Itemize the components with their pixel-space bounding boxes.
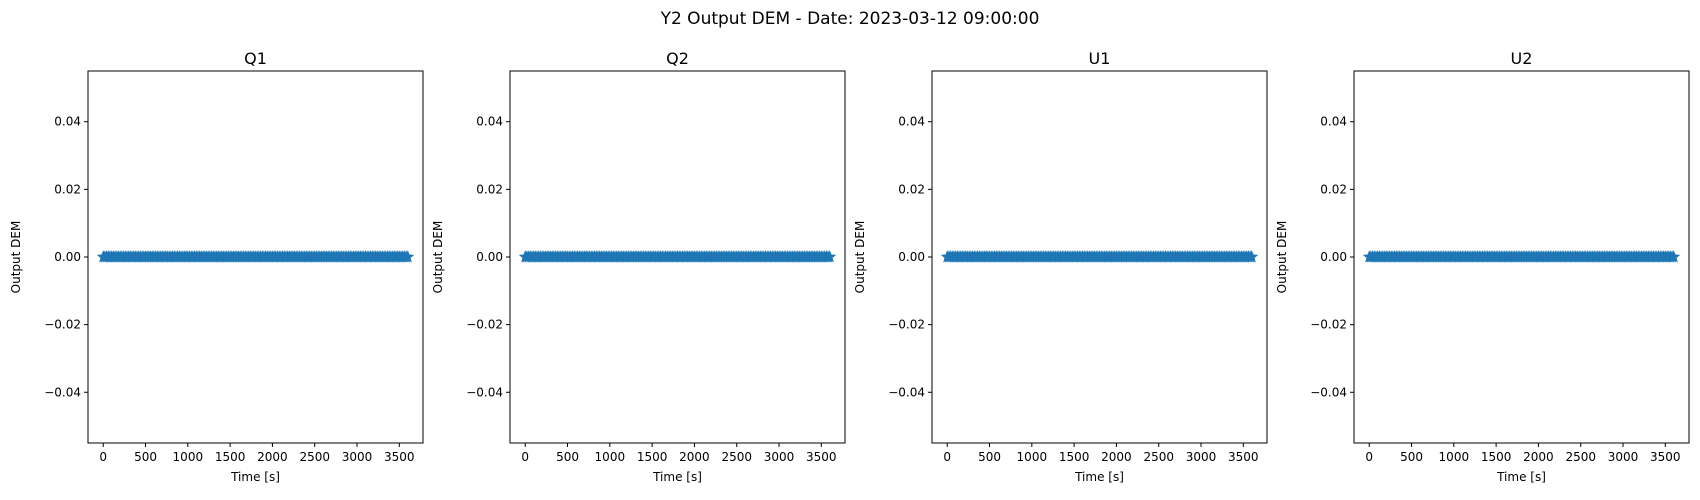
subplot-title: Q2 (666, 49, 689, 68)
y-tick-label: 0.00 (1320, 250, 1347, 264)
data-point (823, 250, 837, 263)
y-tick-label: 0.02 (1320, 182, 1347, 196)
y-tick-label: −0.04 (1310, 385, 1347, 399)
subplot-title: U1 (1089, 49, 1111, 68)
y-tick-label: 0.02 (476, 182, 503, 196)
subplot-q2: Q2 0 500 1000 1500 2000 2500 3000 3500 −0.04 −0.02… (431, 49, 846, 484)
y-tick-label: 0.04 (1320, 115, 1347, 129)
x-tick-label: 500 (978, 450, 1001, 464)
x-tick-label: 500 (134, 450, 157, 464)
x-tick-label: 1000 (1017, 450, 1048, 464)
y-tick-label: 0.00 (476, 250, 503, 264)
y-axis-label: Output DEM (9, 221, 23, 294)
x-tick-label: 3000 (1186, 450, 1217, 464)
y-axis-label: Output DEM (431, 221, 445, 294)
y-tick-label: −0.02 (466, 318, 503, 332)
data-point (1667, 250, 1681, 263)
series-points (96, 250, 415, 263)
x-tick-label: 2500 (1565, 450, 1596, 464)
y-tick-label: −0.04 (44, 385, 81, 399)
x-tick-label: 1500 (1481, 450, 1512, 464)
x-tick-label: 3500 (1228, 450, 1259, 464)
x-axis-label: Time [s] (1496, 470, 1546, 484)
y-tick-label: −0.02 (1310, 318, 1347, 332)
x-tick-label: 3000 (1608, 450, 1639, 464)
y-tick-label: 0.00 (898, 250, 925, 264)
x-tick-label: 3500 (384, 450, 415, 464)
x-axis-label: Time [s] (652, 470, 702, 484)
y-axis-label: Output DEM (853, 221, 867, 294)
x-tick-label: 2000 (1101, 450, 1132, 464)
subplot-q1: Q1 0 500 1000 1500 2000 2500 3000 3500 −0.04 −0.02… (9, 49, 424, 484)
y-tick-label: 0.02 (898, 182, 925, 196)
y-tick-label: 0.04 (476, 115, 503, 129)
x-tick-label: 1000 (595, 450, 626, 464)
y-tick-label: −0.02 (44, 318, 81, 332)
subplot-u2: U2 0 500 1000 1500 2000 2500 3000 3500 −0.04 −0.02… (1275, 49, 1690, 484)
data-point (401, 250, 415, 263)
x-tick-label: 2500 (299, 450, 330, 464)
x-tick-label: 1000 (1439, 450, 1470, 464)
subplot-title: U2 (1511, 49, 1533, 68)
x-axis-label: Time [s] (1074, 470, 1124, 484)
subplots: Q1 0 500 1000 1500 2000 2500 3000 3500 −0.04 −0.02… (9, 49, 1690, 484)
y-tick-label: 0.04 (54, 115, 81, 129)
x-tick-label: 2000 (257, 450, 288, 464)
x-tick-label: 3000 (764, 450, 795, 464)
x-tick-label: 1500 (1059, 450, 1090, 464)
y-tick-label: −0.04 (466, 385, 503, 399)
y-tick-label: 0.04 (898, 115, 925, 129)
x-tick-label: 500 (1400, 450, 1423, 464)
subplot-title: Q1 (244, 49, 267, 68)
x-tick-label: 0 (521, 450, 529, 464)
x-tick-label: 0 (943, 450, 951, 464)
series-points (518, 250, 837, 263)
data-point (1245, 250, 1259, 263)
x-tick-label: 1500 (637, 450, 668, 464)
x-tick-label: 2500 (721, 450, 752, 464)
x-tick-label: 3500 (1650, 450, 1681, 464)
figure-title: Y2 Output DEM - Date: 2023-03-12 09:00:0… (660, 9, 1040, 29)
y-tick-label: −0.02 (888, 318, 925, 332)
series-points (1362, 250, 1681, 263)
y-tick-label: 0.02 (54, 182, 81, 196)
x-tick-label: 1500 (215, 450, 246, 464)
x-tick-label: 2500 (1143, 450, 1174, 464)
y-tick-label: −0.04 (888, 385, 925, 399)
x-tick-label: 1000 (173, 450, 204, 464)
y-axis-label: Output DEM (1275, 221, 1289, 294)
x-tick-label: 0 (99, 450, 107, 464)
x-tick-label: 3500 (806, 450, 837, 464)
x-tick-label: 500 (556, 450, 579, 464)
x-tick-label: 2000 (679, 450, 710, 464)
x-tick-label: 0 (1365, 450, 1373, 464)
x-tick-label: 3000 (342, 450, 373, 464)
series-points (940, 250, 1259, 263)
x-tick-label: 2000 (1523, 450, 1554, 464)
subplot-u1: U1 0 500 1000 1500 2000 2500 3000 3500 −0.04 −0.02… (853, 49, 1268, 484)
x-axis-label: Time [s] (230, 470, 280, 484)
y-tick-label: 0.00 (54, 250, 81, 264)
